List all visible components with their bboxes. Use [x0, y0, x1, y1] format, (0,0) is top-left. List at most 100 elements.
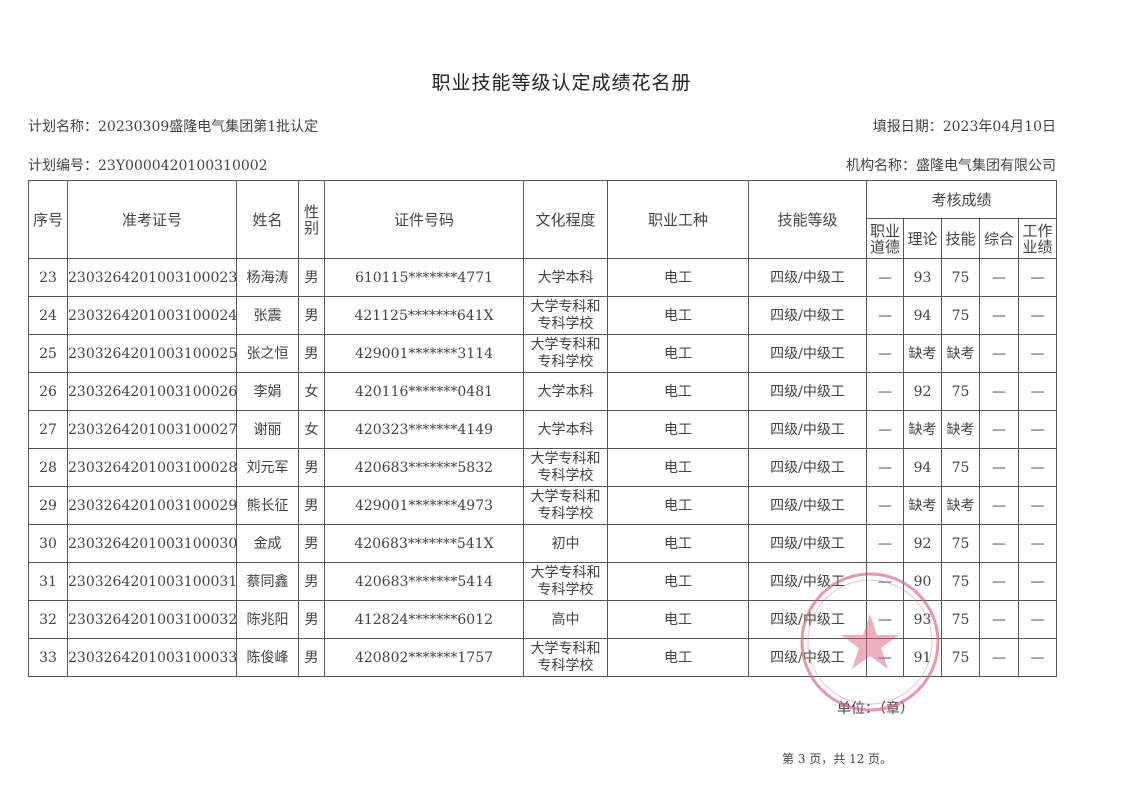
report-date: 填报日期：2023年04月10日: [872, 119, 1056, 135]
cell-ethics: —: [866, 524, 904, 563]
cell-id: 421125*******641X: [324, 296, 524, 335]
cell-occupation: 电工: [607, 448, 749, 487]
cell-id: 420802*******1757: [324, 638, 524, 677]
table-row: 26 2303264201003100026 李娟女 420116*******048…: [28, 372, 1057, 411]
cell-id: 420683*******5414: [324, 562, 524, 601]
cell-gender: 男: [298, 486, 325, 525]
table-row: 28 2303264201003100028 刘元军男 420683*******58…: [28, 448, 1057, 487]
cell-education: 大学专科和专科学校: [523, 638, 608, 677]
cell-theory: 缺考: [903, 334, 942, 373]
page-info: 第 3 页，共 12 页。: [782, 752, 893, 766]
cell-id: 420683*******541X: [324, 524, 524, 563]
cell-gender: 男: [298, 334, 325, 373]
cell-education: 高中: [523, 600, 608, 639]
cell-occupation: 电工: [607, 334, 749, 373]
cell-education: 大学专科和专科学校: [523, 296, 608, 335]
cell-overall: —: [979, 372, 1019, 411]
cell-name: 谢丽: [236, 410, 299, 449]
cell-seq: 29: [28, 486, 68, 525]
cell-performance: —: [1018, 372, 1057, 411]
cell-occupation: 电工: [607, 638, 749, 677]
cell-gender: 男: [298, 524, 325, 563]
cell-skill: 75: [941, 524, 980, 563]
cell-occupation: 电工: [607, 600, 749, 639]
cell-occupation: 电工: [607, 258, 749, 297]
cell-seq: 27: [28, 410, 68, 449]
cell-skill: 缺考: [941, 410, 980, 449]
cell-performance: —: [1018, 334, 1057, 373]
cell-name: 张震: [236, 296, 299, 335]
cell-seq: 26: [28, 372, 68, 411]
cell-theory: 92: [903, 524, 942, 563]
cell-education: 大学本科: [523, 410, 608, 449]
cell-theory: 94: [903, 296, 942, 335]
cell-ethics: —: [866, 600, 904, 639]
cell-theory: 91: [903, 638, 942, 677]
cell-seq: 25: [28, 334, 68, 373]
table-row: 29 2303264201003100029 熊长征男 429001*******49…: [28, 486, 1057, 525]
cell-skill: 75: [941, 638, 980, 677]
cell-name: 陈俊峰: [236, 638, 299, 677]
cell-education: 大学本科: [523, 372, 608, 411]
cell-name: 金成: [236, 524, 299, 563]
cell-level: 四级/中级工: [748, 410, 867, 449]
cell-overall: —: [979, 486, 1019, 525]
cell-level: 四级/中级工: [748, 638, 867, 677]
header-occupation: 职业工种: [607, 180, 749, 259]
cell-ticket: 2303264201003100024: [67, 296, 237, 335]
cell-ticket: 2303264201003100029: [67, 486, 237, 525]
cell-theory: 93: [903, 258, 942, 297]
header-overall: 综合: [979, 218, 1019, 259]
cell-occupation: 电工: [607, 562, 749, 601]
table-row: 27 2303264201003100027 谢丽女 420323*******414…: [28, 410, 1057, 449]
cell-level: 四级/中级工: [748, 524, 867, 563]
plan-name: 计划名称：20230309盛隆电气集团第1批认定: [28, 119, 319, 135]
cell-overall: —: [979, 600, 1019, 639]
cell-seq: 28: [28, 448, 68, 487]
cell-ethics: —: [866, 486, 904, 525]
cell-level: 四级/中级工: [748, 334, 867, 373]
cell-seq: 32: [28, 600, 68, 639]
cell-id: 420683*******5832: [324, 448, 524, 487]
cell-gender: 男: [298, 296, 325, 335]
cell-id: 429001*******4973: [324, 486, 524, 525]
cell-level: 四级/中级工: [748, 258, 867, 297]
cell-ticket: 2303264201003100030: [67, 524, 237, 563]
cell-name: 陈兆阳: [236, 600, 299, 639]
cell-ethics: —: [866, 448, 904, 487]
cell-skill: 75: [941, 372, 980, 411]
cell-level: 四级/中级工: [748, 562, 867, 601]
header-gender: 性别: [298, 180, 325, 259]
cell-theory: 92: [903, 372, 942, 411]
header-ethics: 职业道德: [866, 218, 904, 259]
header-seq: 序号: [28, 180, 68, 259]
cell-overall: —: [979, 410, 1019, 449]
cell-ethics: —: [866, 334, 904, 373]
table-row: 33 2303264201003100033 陈俊峰男 420802*******17…: [28, 638, 1057, 677]
cell-skill: 75: [941, 600, 980, 639]
cell-ticket: 2303264201003100032: [67, 600, 237, 639]
cell-education: 大学专科和专科学校: [523, 486, 608, 525]
cell-education: 大学本科: [523, 258, 608, 297]
cell-name: 熊长征: [236, 486, 299, 525]
cell-performance: —: [1018, 296, 1057, 335]
cell-skill: 75: [941, 448, 980, 487]
cell-ticket: 2303264201003100025: [67, 334, 237, 373]
cell-occupation: 电工: [607, 524, 749, 563]
cell-name: 蔡同鑫: [236, 562, 299, 601]
cell-gender: 男: [298, 448, 325, 487]
cell-level: 四级/中级工: [748, 372, 867, 411]
cell-education: 大学专科和专科学校: [523, 448, 608, 487]
cell-occupation: 电工: [607, 486, 749, 525]
cell-gender: 男: [298, 638, 325, 677]
cell-ethics: —: [866, 562, 904, 601]
cell-seq: 24: [28, 296, 68, 335]
cell-name: 刘元军: [236, 448, 299, 487]
cell-performance: —: [1018, 562, 1057, 601]
cell-performance: —: [1018, 638, 1057, 677]
cell-performance: —: [1018, 410, 1057, 449]
cell-overall: —: [979, 258, 1019, 297]
cell-overall: —: [979, 562, 1019, 601]
header-education: 文化程度: [523, 180, 608, 259]
score-table: 序号 准考证号 姓名 性别 证件号码 文化程度 职业工种 技能等级 考核成绩 职…: [28, 180, 1057, 677]
